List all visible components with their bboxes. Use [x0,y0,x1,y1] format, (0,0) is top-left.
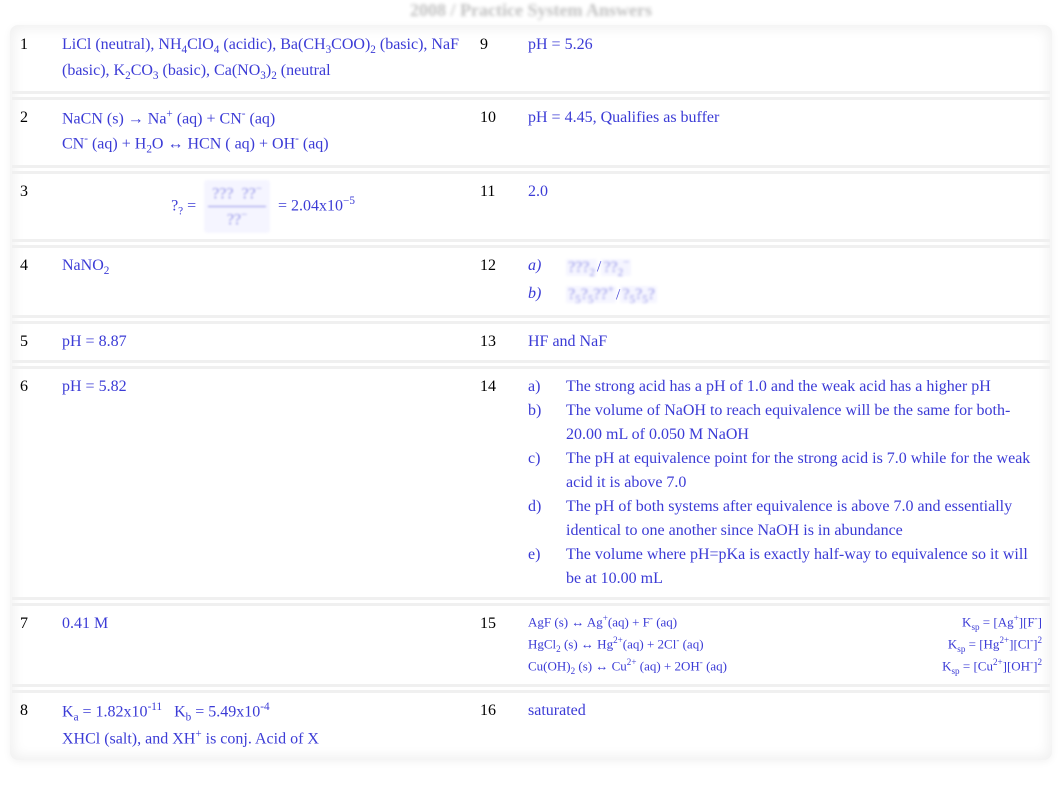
right-number: 15 [472,604,520,685]
left-number: 5 [12,322,54,361]
list-text: The strong acid has a pH of 1.0 and the … [566,375,1042,399]
list-item: e)The volume where pH=pKa is exactly hal… [528,543,1042,591]
right-answer: a)The strong acid has a pH of 1.0 and th… [520,367,1050,598]
left-number: 8 [12,692,54,758]
left-answer: 0.41 M [54,604,472,685]
left-answer: NaCN (s) → Na+ (aq) + CN- (aq)CN- (aq) +… [54,98,472,166]
right-number: 16 [472,692,520,758]
right-answer: pH = 4.45, Qualifies as buffer [520,98,1050,166]
left-answer: pH = 5.82 [54,367,472,598]
left-number: 1 [12,27,54,92]
table-row: 2NaCN (s) → Na+ (aq) + CN- (aq)CN- (aq) … [12,98,1050,166]
right-answer: pH = 5.26 [520,27,1050,92]
left-answer: pH = 8.87 [54,322,472,361]
table-container: 1LiCl (neutral), NH4ClO4 (acidic), Ba(CH… [10,25,1052,760]
list-letter: b) [528,399,566,447]
list-item: b)The volume of NaOH to reach equivalenc… [528,399,1042,447]
left-answer: NaNO2 [54,247,472,317]
list-item: d)The pH of both systems after equivalen… [528,495,1042,543]
left-number: 7 [12,604,54,685]
list-letter: e) [528,543,566,591]
right-answer: 2.0 [520,172,1050,241]
right-number: 10 [472,98,520,166]
right-number: 12 [472,247,520,317]
table-row: 70.41 M15AgF (s) ↔ Ag+(aq) + F- (aq)Ksp … [12,604,1050,685]
right-number: 11 [472,172,520,241]
list-item: a)The strong acid has a pH of 1.0 and th… [528,375,1042,399]
left-answer: Ka = 1.82x10-11 Kb = 5.49x10-4XHCl (salt… [54,692,472,758]
right-answer: HF and NaF [520,322,1050,361]
page-header: 2008 / Practice System Answers [10,0,1052,25]
right-answer: AgF (s) ↔ Ag+(aq) + F- (aq)Ksp = [Ag+][F… [520,604,1050,685]
answers-table: 1LiCl (neutral), NH4ClO4 (acidic), Ba(CH… [12,27,1050,758]
right-number: 13 [472,322,520,361]
right-answer: saturated [520,692,1050,758]
right-number: 14 [472,367,520,598]
table-row: 8Ka = 1.82x10-11 Kb = 5.49x10-4XHCl (sal… [12,692,1050,758]
table-row: 3?? = ??? ??−??− = 2.04x10−5112.0 [12,172,1050,241]
left-number: 2 [12,98,54,166]
table-row: 6pH = 5.8214 a)The strong acid has a pH o… [12,367,1050,598]
list-letter: d) [528,495,566,543]
table-row: 1LiCl (neutral), NH4ClO4 (acidic), Ba(CH… [12,27,1050,92]
list-letter: a) [528,375,566,399]
right-answer: a)???2/??2−b)?5?5??+/?5?5? [520,247,1050,317]
table-row: 5pH = 8.8713HF and NaF [12,322,1050,361]
page: 2008 / Practice System Answers 1LiCl (ne… [0,0,1062,770]
left-answer: LiCl (neutral), NH4ClO4 (acidic), Ba(CH3… [54,27,472,92]
left-number: 3 [12,172,54,241]
list-item: c)The pH at equivalence point for the st… [528,447,1042,495]
list-letter: c) [528,447,566,495]
list-text: The pH of both systems after equivalence… [566,495,1042,543]
list-text: The volume where pH=pKa is exactly half-… [566,543,1042,591]
list-text: The pH at equivalence point for the stro… [566,447,1042,495]
right-number: 9 [472,27,520,92]
left-number: 6 [12,367,54,598]
left-number: 4 [12,247,54,317]
left-answer: ?? = ??? ??−??− = 2.04x10−5 [54,172,472,241]
list-text: The volume of NaOH to reach equivalence … [566,399,1042,447]
table-row: 4NaNO212a)???2/??2−b)?5?5??+/?5?5? [12,247,1050,317]
